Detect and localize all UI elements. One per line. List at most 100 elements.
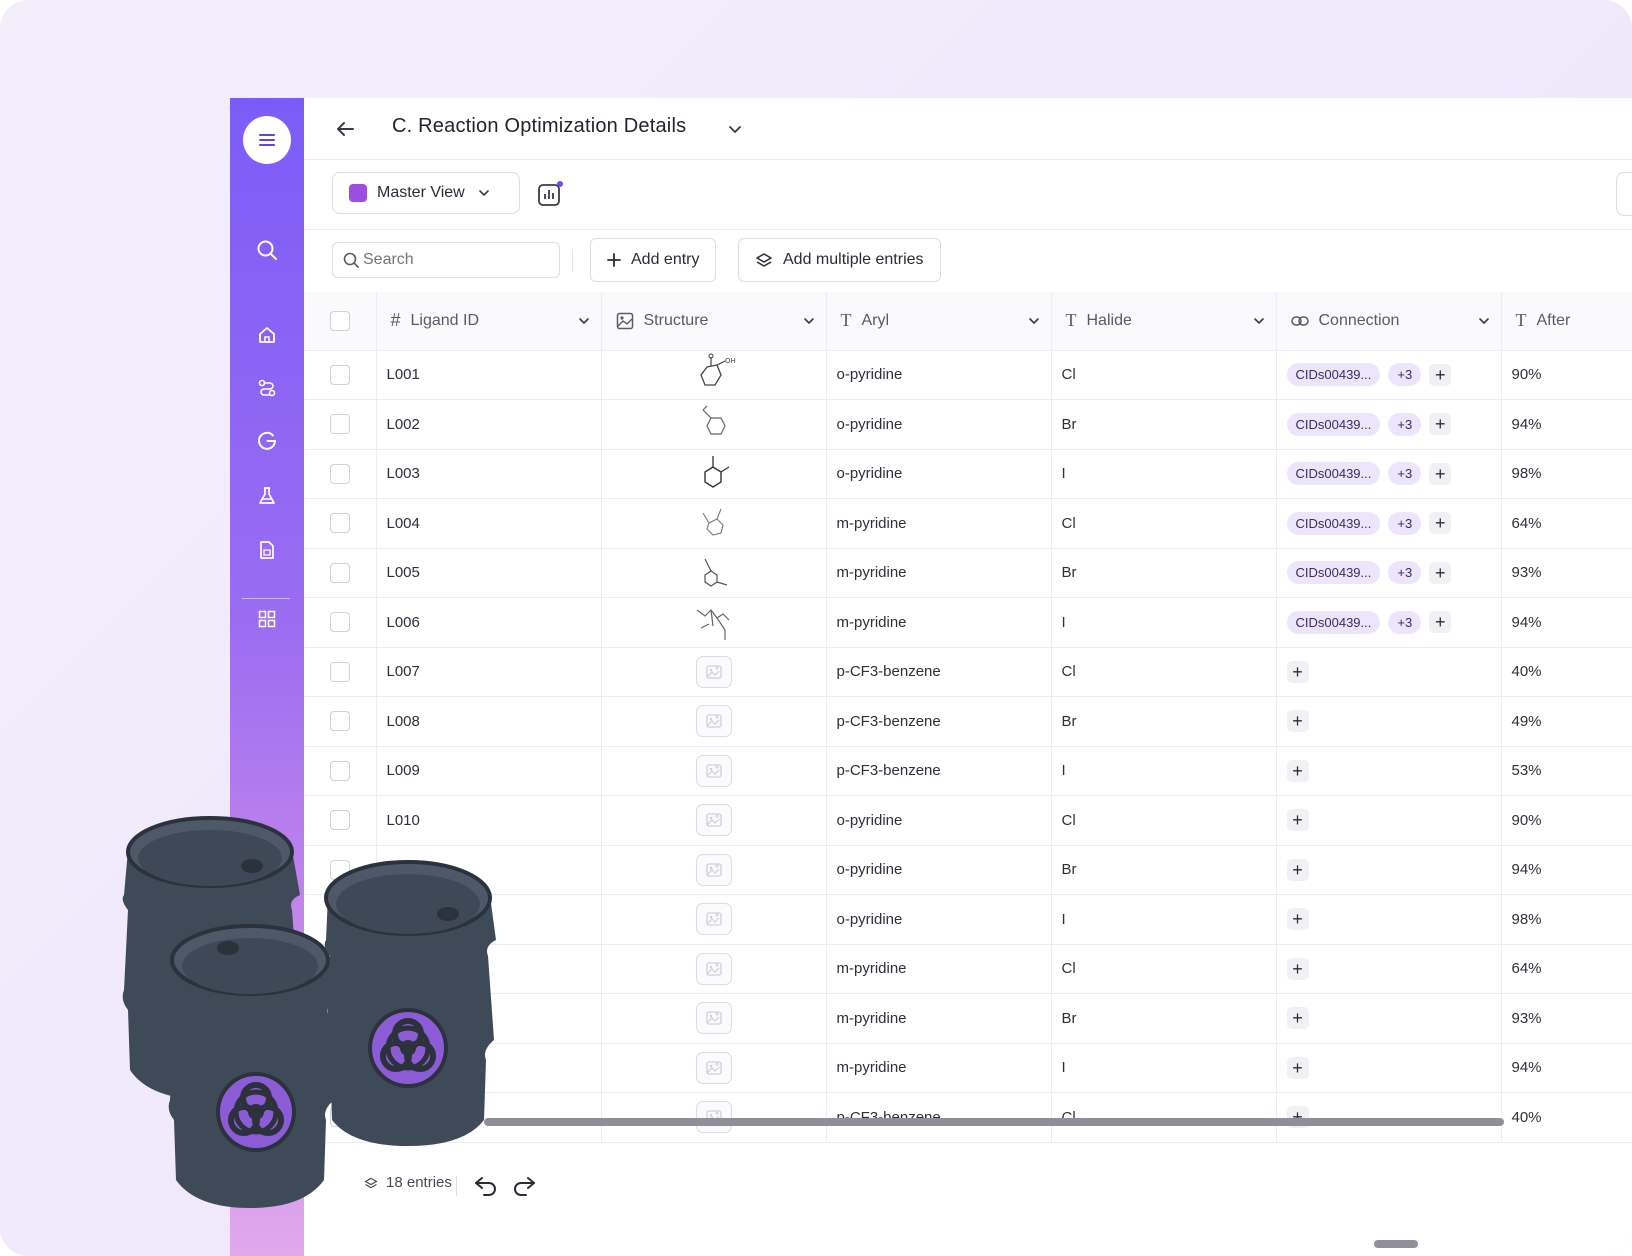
connection-cell[interactable]: CIDs00439... +3 + (1276, 399, 1502, 450)
back-arrow-icon[interactable] (332, 116, 358, 142)
chevron-down-icon[interactable] (1252, 314, 1266, 328)
after-cell[interactable]: 94% (1501, 1043, 1632, 1093)
chevron-down-icon[interactable] (1027, 314, 1041, 328)
connection-more-chip[interactable]: +3 (1388, 511, 1422, 535)
connection-chip[interactable]: CIDs00439... (1286, 363, 1381, 387)
connection-cell[interactable]: + (1276, 845, 1502, 895)
sidebar-search[interactable] (252, 235, 282, 265)
structure-thumbnail[interactable] (602, 598, 826, 646)
structure-cell[interactable] (601, 894, 827, 945)
aryl-cell[interactable]: m-pyridine (826, 597, 1052, 648)
structure-cell[interactable] (601, 1092, 827, 1143)
ligand-id-cell[interactable]: L007 (376, 647, 602, 697)
structure-cell[interactable] (601, 449, 827, 499)
structure-cell[interactable]: OH (601, 350, 827, 400)
add-connection-button[interactable]: + (1429, 462, 1452, 485)
after-cell[interactable]: 98% (1501, 449, 1632, 499)
aryl-cell[interactable]: o-pyridine (826, 845, 1052, 895)
ligand-id-cell[interactable]: L010 (376, 795, 602, 846)
connection-cell[interactable]: CIDs00439... +3 + (1276, 449, 1502, 499)
aryl-cell[interactable]: o-pyridine (826, 399, 1052, 450)
structure-cell[interactable] (601, 597, 827, 648)
structure-cell[interactable] (601, 647, 827, 697)
structure-cell[interactable] (601, 498, 827, 549)
after-cell[interactable]: 93% (1501, 548, 1632, 598)
column-header-ligand-id[interactable]: # Ligand ID (376, 292, 602, 351)
add-image-icon[interactable] (695, 1051, 732, 1084)
connection-more-chip[interactable]: +3 (1388, 462, 1422, 486)
add-connection-button[interactable]: + (1286, 858, 1309, 881)
structure-thumbnail[interactable] (602, 450, 826, 498)
structure-cell[interactable] (601, 1043, 827, 1093)
row-checkbox[interactable] (329, 562, 350, 583)
aryl-cell[interactable]: m-pyridine (826, 944, 1052, 994)
column-header-connection[interactable]: Connection (1276, 292, 1502, 351)
table-row[interactable]: o-pyridine Br +94% (304, 845, 1632, 895)
add-image-icon[interactable] (695, 853, 732, 886)
halide-cell[interactable]: Cl (1051, 1092, 1277, 1143)
table-row[interactable]: L010 o-pyridine Cl +90% (304, 795, 1632, 846)
row-checkbox[interactable] (329, 463, 350, 484)
chevron-down-icon[interactable] (1477, 314, 1491, 328)
aryl-cell[interactable]: m-pyridine (826, 498, 1052, 549)
ligand-id-cell[interactable]: L005 (376, 548, 602, 598)
add-image-icon[interactable] (695, 952, 732, 985)
halide-cell[interactable]: Br (1051, 845, 1277, 895)
add-connection-button[interactable]: + (1286, 1056, 1309, 1079)
structure-cell[interactable] (601, 696, 827, 747)
drag-handle[interactable] (1374, 1240, 1418, 1248)
table-row[interactable]: L005 m-pyridine Br CIDs00439... +3 +93% (304, 548, 1632, 598)
add-multiple-entries-button[interactable]: Add multiple entries (738, 238, 941, 282)
structure-thumbnail[interactable]: OH (602, 351, 826, 399)
sidebar-apps[interactable] (252, 604, 282, 634)
connection-cell[interactable]: + (1276, 944, 1502, 994)
aryl-cell[interactable]: o-pyridine (826, 449, 1052, 499)
search-box[interactable] (332, 242, 560, 278)
structure-thumbnail[interactable] (602, 549, 826, 597)
column-header-after[interactable]: T After (1501, 292, 1632, 351)
add-connection-button[interactable]: + (1286, 660, 1309, 683)
connection-cell[interactable]: + (1276, 795, 1502, 846)
connection-more-chip[interactable]: +3 (1388, 412, 1422, 436)
row-checkbox[interactable] (329, 760, 350, 781)
after-cell[interactable]: 90% (1501, 795, 1632, 846)
after-cell[interactable]: 53% (1501, 746, 1632, 796)
search-input[interactable] (363, 251, 543, 269)
column-header-structure[interactable]: Structure (601, 292, 827, 351)
connection-cell[interactable]: + (1276, 696, 1502, 747)
aryl-cell[interactable]: o-pyridine (826, 894, 1052, 945)
sidebar-home[interactable] (252, 320, 282, 350)
row-checkbox[interactable] (329, 364, 350, 385)
view-selector[interactable]: Master View (332, 172, 520, 214)
scrollbar-thumb[interactable] (484, 1118, 1504, 1126)
connection-cell[interactable]: + (1276, 1092, 1502, 1143)
structure-cell[interactable] (601, 993, 827, 1044)
halide-cell[interactable]: Cl (1051, 795, 1277, 846)
column-header-aryl[interactable]: T Aryl (826, 292, 1052, 351)
after-cell[interactable]: 94% (1501, 845, 1632, 895)
connection-cell[interactable]: + (1276, 894, 1502, 945)
table-row[interactable]: L008 p-CF3-benzene Br +49% (304, 696, 1632, 747)
after-cell[interactable]: 40% (1501, 647, 1632, 697)
add-connection-button[interactable]: + (1286, 1007, 1309, 1030)
table-row[interactable]: L002 o-pyridine Br CIDs00439... +3 +94% (304, 399, 1632, 450)
table-row[interactable]: L004 m-pyridine Cl CIDs00439... +3 +64% (304, 498, 1632, 549)
chevron-down-icon[interactable] (802, 314, 816, 328)
toolbar-right-button[interactable] (1616, 172, 1632, 216)
table-row[interactable]: L009 p-CF3-benzene I +53% (304, 746, 1632, 796)
table-row[interactable]: L006 m-pyridine I CIDs00439... +3 +94% (304, 597, 1632, 648)
structure-cell[interactable] (601, 795, 827, 846)
chevron-down-icon[interactable] (726, 120, 744, 138)
row-checkbox[interactable] (329, 612, 350, 633)
column-header-halide[interactable]: T Halide (1051, 292, 1277, 351)
add-connection-button[interactable]: + (1286, 710, 1309, 733)
aryl-cell[interactable]: o-pyridine (826, 350, 1052, 400)
redo-icon[interactable] (510, 1172, 538, 1198)
row-checkbox[interactable] (329, 711, 350, 732)
select-all-checkbox[interactable] (329, 310, 350, 331)
sidebar-experiments[interactable] (252, 481, 282, 511)
menu-button[interactable] (243, 116, 291, 164)
halide-cell[interactable]: I (1051, 746, 1277, 796)
sidebar-documents[interactable] (252, 535, 282, 565)
add-connection-button[interactable]: + (1286, 908, 1309, 931)
